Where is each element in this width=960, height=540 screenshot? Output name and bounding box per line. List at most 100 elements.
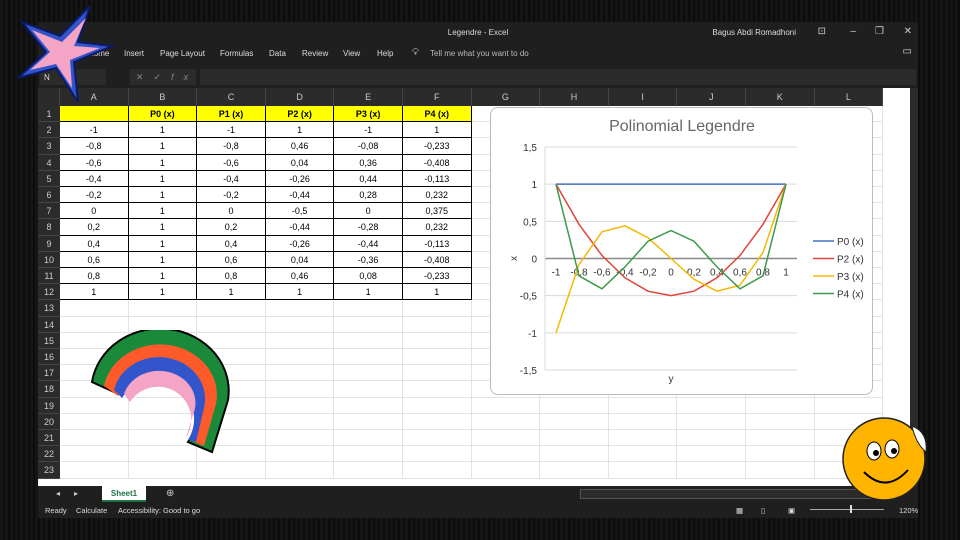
cell-C15[interactable] (197, 332, 266, 349)
add-sheet-icon[interactable]: ⊕ (166, 488, 175, 499)
cell-A2[interactable]: -1 (60, 122, 129, 139)
tab-view[interactable]: View (343, 49, 361, 58)
cell-D10[interactable]: 0,04 (265, 251, 335, 268)
cell-C18[interactable] (197, 381, 266, 398)
column-header-E[interactable]: E (334, 88, 403, 106)
cell-D22[interactable] (265, 446, 335, 463)
cell-D8[interactable]: -0,44 (265, 219, 335, 236)
user-name[interactable]: Bagus Abdi Romadhoni (712, 28, 796, 37)
cell-D6[interactable]: -0,44 (265, 187, 335, 204)
column-header-F[interactable]: F (403, 88, 472, 106)
row-header[interactable]: 16 (38, 349, 60, 366)
cell-J22[interactable] (677, 446, 746, 463)
cell-E4[interactable]: 0,36 (334, 154, 403, 171)
cell-D21[interactable] (265, 430, 335, 447)
cell-L18[interactable] (814, 381, 884, 398)
cell-B23[interactable] (128, 462, 198, 479)
cell-F5[interactable]: -0,113 (403, 170, 472, 187)
cell-F13[interactable] (403, 300, 472, 317)
row-header[interactable]: 3 (38, 138, 60, 155)
cell-A19[interactable] (60, 397, 129, 414)
cell-E20[interactable] (334, 413, 403, 430)
cell-E19[interactable] (334, 397, 403, 414)
cell-E12[interactable]: 1 (334, 284, 403, 301)
row-header[interactable]: 6 (38, 187, 60, 204)
column-header-C[interactable]: C (197, 88, 266, 106)
cell-C13[interactable] (197, 300, 266, 317)
row-header[interactable]: 20 (38, 413, 60, 430)
cell-D11[interactable]: 0,46 (265, 268, 335, 285)
cell-D9[interactable]: -0,26 (265, 235, 335, 252)
cell-F4[interactable]: -0,408 (403, 154, 472, 171)
cell-C17[interactable] (197, 365, 266, 382)
cell-A13[interactable] (60, 300, 129, 317)
cell-K19[interactable] (746, 397, 815, 414)
cell-D16[interactable] (265, 349, 335, 366)
cell-C9[interactable]: 0,4 (197, 235, 266, 252)
cell-E7[interactable]: 0 (334, 203, 403, 220)
cell-E13[interactable] (334, 300, 403, 317)
cell-C14[interactable] (197, 316, 266, 333)
cell-B1[interactable]: P0 (x) (128, 106, 198, 123)
cell-D14[interactable] (265, 316, 335, 333)
cell-K21[interactable] (746, 430, 815, 447)
cell-D19[interactable] (265, 397, 335, 414)
cell-H23[interactable] (540, 462, 609, 479)
normal-view-icon[interactable]: ▦ (736, 506, 744, 515)
cell-B6[interactable]: 1 (128, 187, 198, 204)
cell-C4[interactable]: -0,6 (197, 154, 266, 171)
cell-F17[interactable] (403, 365, 472, 382)
column-header-D[interactable]: D (265, 88, 335, 106)
row-header[interactable]: 5 (38, 170, 60, 187)
cell-D7[interactable]: -0,5 (265, 203, 335, 220)
row-header[interactable]: 13 (38, 300, 60, 317)
cell-E6[interactable]: 0,28 (334, 187, 403, 204)
tell-me-search[interactable]: Tell me what you want to do (430, 49, 529, 58)
sheet-tab-sheet1[interactable]: Sheet1 (102, 486, 146, 502)
cell-E8[interactable]: -0,28 (334, 219, 403, 236)
row-header[interactable]: 12 (38, 284, 60, 301)
cell-C10[interactable]: 0,6 (197, 251, 266, 268)
cell-D12[interactable]: 1 (265, 284, 335, 301)
cell-F20[interactable] (403, 413, 472, 430)
cell-I19[interactable] (608, 397, 678, 414)
cell-D20[interactable] (265, 413, 335, 430)
cell-H20[interactable] (540, 413, 609, 430)
cell-B5[interactable]: 1 (128, 170, 198, 187)
cell-I21[interactable] (608, 430, 678, 447)
cell-F3[interactable]: -0,233 (403, 138, 472, 155)
cell-K23[interactable] (746, 462, 815, 479)
cell-F19[interactable] (403, 397, 472, 414)
cell-B22[interactable] (128, 446, 198, 463)
cell-E22[interactable] (334, 446, 403, 463)
cell-I20[interactable] (608, 413, 678, 430)
cell-D3[interactable]: 0,46 (265, 138, 335, 155)
cell-H22[interactable] (540, 446, 609, 463)
cell-E5[interactable]: 0,44 (334, 170, 403, 187)
next-sheet-icon[interactable]: ▸ (74, 489, 79, 498)
column-header-B[interactable]: B (128, 88, 198, 106)
row-header[interactable]: 14 (38, 316, 60, 333)
tab-page-layout[interactable]: Page Layout (160, 49, 205, 58)
cell-K20[interactable] (746, 413, 815, 430)
cell-D18[interactable] (265, 381, 335, 398)
ribbon-display-icon[interactable]: ⊡ (817, 26, 826, 37)
row-header[interactable]: 1 (38, 106, 60, 123)
cell-F10[interactable]: -0,408 (403, 251, 472, 268)
cell-J21[interactable] (677, 430, 746, 447)
cell-F1[interactable]: P4 (x) (403, 106, 472, 123)
cell-K22[interactable] (746, 446, 815, 463)
cell-C20[interactable] (197, 413, 266, 430)
row-header[interactable]: 8 (38, 219, 60, 236)
accessibility-status[interactable]: Accessibility: Good to go (118, 506, 201, 515)
cell-E1[interactable]: P3 (x) (334, 106, 403, 123)
cell-F7[interactable]: 0,375 (403, 203, 472, 220)
restore-button[interactable]: ❐ (875, 26, 884, 37)
cell-B9[interactable]: 1 (128, 235, 198, 252)
cell-I23[interactable] (608, 462, 678, 479)
cell-A10[interactable]: 0,6 (60, 251, 129, 268)
cell-A12[interactable]: 1 (60, 284, 129, 301)
cell-D23[interactable] (265, 462, 335, 479)
cell-A4[interactable]: -0,6 (60, 154, 129, 171)
cell-E15[interactable] (334, 332, 403, 349)
